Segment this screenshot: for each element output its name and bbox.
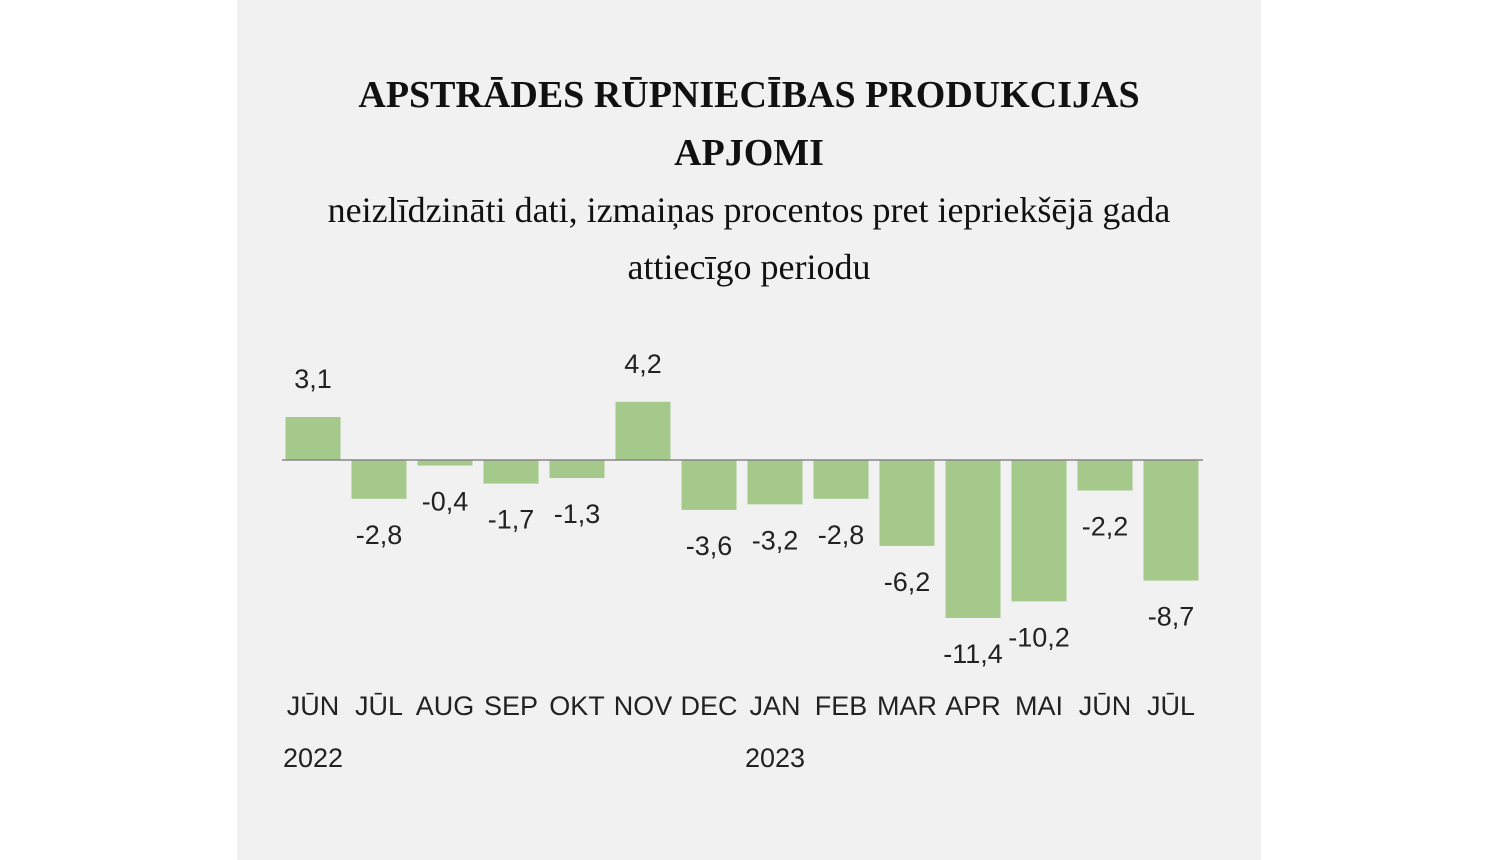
bar (681, 460, 737, 510)
x-tick-label: JŪL (1147, 691, 1195, 721)
bar (417, 460, 473, 466)
x-tick-label: AUG (416, 691, 475, 721)
x-tick-label: APR (945, 691, 1001, 721)
x-tick-label: NOV (614, 691, 673, 721)
value-label: -2,2 (1082, 512, 1129, 542)
chart-subtitle: neizlīdzināti dati, izmaiņas procentos p… (327, 190, 1171, 287)
x-tick-label: MAI (1015, 691, 1063, 721)
value-label: -1,7 (488, 505, 535, 535)
chart-panel: APSTRĀDES RŪPNIECĪBAS PRODUKCIJAS APJOMI… (237, 0, 1261, 860)
x-tick-label: OKT (549, 691, 605, 721)
bar (1143, 460, 1199, 581)
value-label: 4,2 (624, 349, 662, 379)
year-label: 2023 (745, 743, 805, 773)
bar (813, 460, 869, 499)
value-label: -10,2 (1008, 622, 1070, 652)
year-label: 2022 (283, 743, 343, 773)
x-tick-label: FEB (815, 691, 868, 721)
value-label: -3,2 (752, 525, 799, 555)
bar (1077, 460, 1133, 491)
x-tick-label: JŪN (287, 691, 340, 721)
x-tick-label: SEP (484, 691, 538, 721)
value-label: -1,3 (554, 499, 601, 529)
value-label: -3,6 (686, 531, 733, 561)
x-tick-label: JAN (749, 691, 800, 721)
x-tick-label: DEC (680, 691, 737, 721)
bar (945, 460, 1001, 618)
value-label: -8,7 (1148, 602, 1195, 632)
value-label: -11,4 (943, 639, 1003, 669)
value-label: -2,8 (818, 520, 865, 550)
bar (879, 460, 935, 546)
x-tick-label: MAR (877, 691, 937, 721)
value-label: 3,1 (294, 364, 332, 394)
bar (351, 460, 407, 499)
bar (483, 460, 539, 484)
bar (285, 417, 341, 460)
bar (549, 460, 605, 479)
chart-title: APSTRĀDES RŪPNIECĪBAS PRODUKCIJAS APJOMI (358, 74, 1140, 174)
value-label: -0,4 (422, 487, 469, 517)
value-label: -6,2 (884, 567, 931, 597)
bar (1011, 460, 1067, 602)
x-tick-label: JŪL (355, 691, 403, 721)
x-tick-label: JŪN (1079, 691, 1132, 721)
bar (615, 401, 671, 460)
value-label: -2,8 (356, 520, 403, 550)
bar (747, 460, 803, 505)
